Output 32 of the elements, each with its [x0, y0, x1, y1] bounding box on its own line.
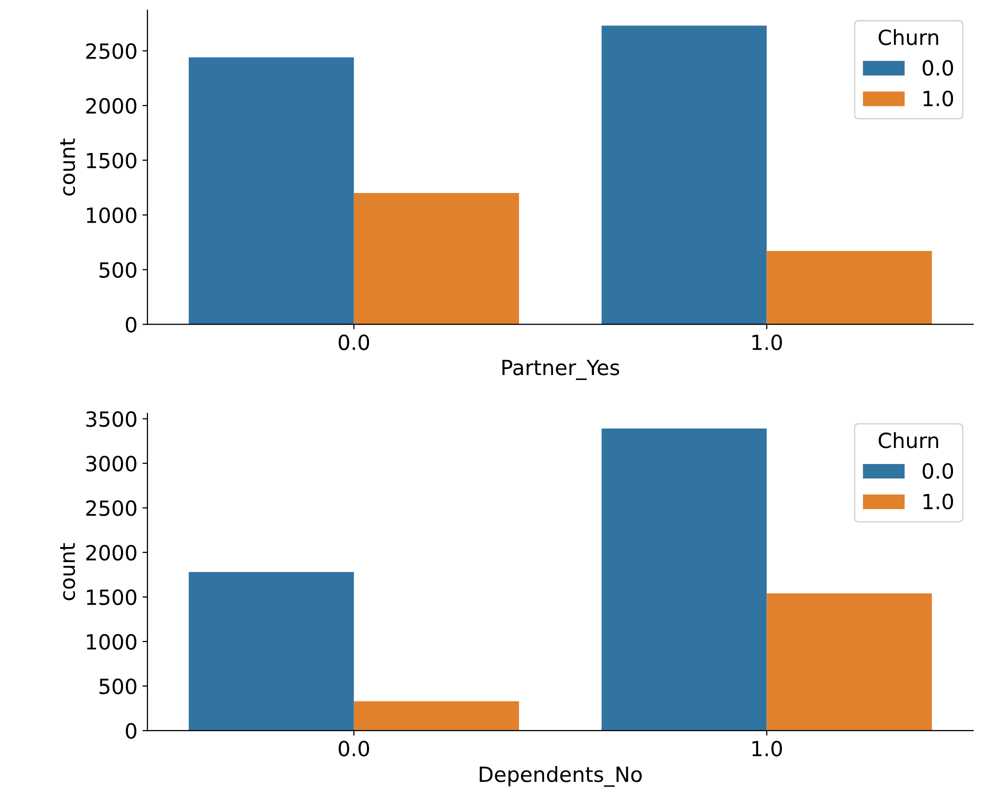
- y-tick-label: 1500: [86, 152, 136, 168]
- bar: [188, 57, 354, 324]
- y-tick-label: 2500: [86, 43, 136, 60]
- y-tick-label: 2500: [86, 500, 136, 516]
- bar: [602, 26, 767, 324]
- bar: [766, 593, 932, 731]
- legend-label: 1.0: [924, 494, 954, 510]
- legend-title: Churn: [878, 29, 938, 46]
- bar: [354, 701, 520, 731]
- y-axis-title: count: [60, 138, 76, 196]
- y-tick-label: 500: [100, 678, 136, 694]
- y-tick-label: 2000: [86, 98, 136, 114]
- y-tick-label: 3500: [86, 411, 136, 427]
- y-axis-title: count: [60, 543, 76, 600]
- y-tick-label: 0: [126, 723, 136, 739]
- y-tick-label: 2000: [86, 544, 136, 561]
- legend-title: Churn: [878, 432, 938, 448]
- y-tick-label: 1500: [86, 589, 136, 606]
- x-axis-title: Dependents_No: [480, 766, 642, 787]
- y-tick-label: 1000: [86, 634, 136, 650]
- y-tick-label: 500: [100, 262, 136, 278]
- bar: [766, 251, 932, 324]
- bar: [602, 428, 767, 731]
- legend-label: 1.0: [924, 90, 954, 106]
- bar: [354, 193, 520, 324]
- y-tick-label: 3000: [86, 456, 136, 472]
- y-tick-label: 0: [126, 316, 136, 333]
- legend-label: 0.0: [922, 463, 954, 479]
- bar: [188, 572, 354, 731]
- y-tick-label: 1000: [86, 207, 136, 224]
- legend-label: 0.0: [922, 60, 954, 76]
- x-axis-title: Partner_Yes: [502, 360, 620, 380]
